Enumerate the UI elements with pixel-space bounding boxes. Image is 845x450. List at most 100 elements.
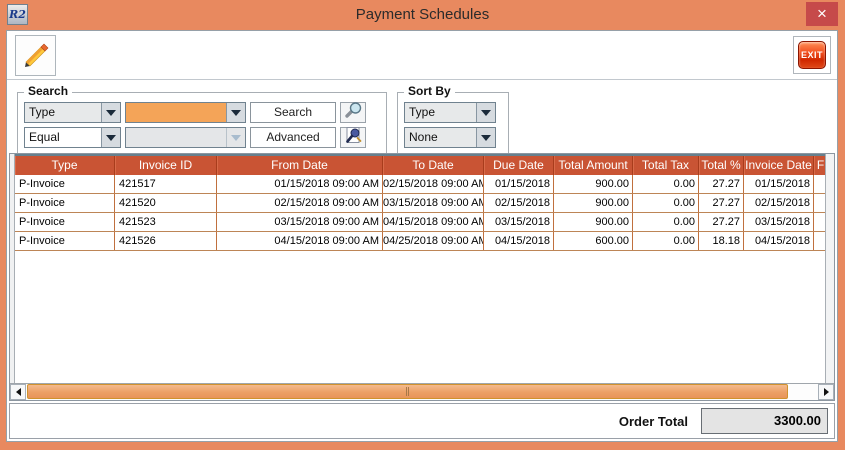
- document-magnifier-icon: [343, 126, 363, 149]
- exit-icon: EXIT: [798, 41, 826, 69]
- table-cell: P-Invoice: [15, 175, 115, 193]
- payment-schedule-table: Type Invoice ID From Date To Date Due Date To…: [9, 153, 835, 401]
- table-row[interactable]: P-Invoice 421526 04/15/2018 09:00 AM 04/25/…: [15, 232, 825, 251]
- table-cell: 04/15/2018: [744, 232, 814, 250]
- order-total-field: 3300.00: [701, 408, 828, 434]
- column-header[interactable]: F: [814, 156, 825, 175]
- chevron-down-icon: [226, 128, 245, 147]
- column-header[interactable]: Invoice ID: [115, 156, 217, 175]
- table-cell: 900.00: [554, 213, 633, 231]
- sort-primary-value: Type: [405, 103, 476, 122]
- table-cell: 0.00: [633, 213, 699, 231]
- table-cell: 02/15/2018 09:00 AM: [383, 175, 484, 193]
- close-button[interactable]: ×: [806, 2, 838, 26]
- search-value-combo[interactable]: [125, 102, 246, 123]
- search-operator-combo[interactable]: Equal: [24, 127, 121, 148]
- column-header[interactable]: Invoice Date: [744, 156, 814, 175]
- table-cell: 04/15/2018: [484, 232, 554, 250]
- advanced-button[interactable]: Advanced: [250, 127, 336, 148]
- sort-row-1: Type: [404, 102, 496, 123]
- column-header[interactable]: From Date: [217, 156, 383, 175]
- column-header[interactable]: To Date: [383, 156, 484, 175]
- scrollbar-grip-icon: [406, 387, 409, 396]
- table-cell: 421517: [115, 175, 217, 193]
- exit-button[interactable]: EXIT: [793, 36, 831, 74]
- column-header[interactable]: Total %: [699, 156, 744, 175]
- chevron-down-icon[interactable]: [476, 103, 495, 122]
- search-value: [126, 103, 226, 122]
- table-row[interactable]: P-Invoice 421523 03/15/2018 09:00 AM 04/15/…: [15, 213, 825, 232]
- triangle-right-icon: [823, 388, 829, 396]
- window-title: Payment Schedules: [355, 6, 490, 23]
- vertical-scrollbar[interactable]: [825, 154, 834, 383]
- scroll-right-button[interactable]: [818, 384, 834, 400]
- table-cell: 02/15/2018 09:00 AM: [217, 194, 383, 212]
- triangle-left-icon: [15, 388, 21, 396]
- table-cell: 03/15/2018 09:00 AM: [217, 213, 383, 231]
- table-cell: 03/15/2018: [744, 213, 814, 231]
- table-cell: [814, 194, 825, 212]
- table-main: Type Invoice ID From Date To Date Due Date To…: [10, 154, 834, 383]
- table-cell: 900.00: [554, 194, 633, 212]
- table-cell: 900.00: [554, 175, 633, 193]
- chevron-down-icon[interactable]: [101, 103, 120, 122]
- table-cell: 27.27: [699, 194, 744, 212]
- chevron-down-icon[interactable]: [476, 128, 495, 147]
- column-header[interactable]: Total Tax: [633, 156, 699, 175]
- pencil-icon: [16, 40, 55, 71]
- chevron-down-icon[interactable]: [226, 103, 245, 122]
- column-header[interactable]: Due Date: [484, 156, 554, 175]
- table-cell: 18.18: [699, 232, 744, 250]
- search-value2: [126, 128, 226, 147]
- search-field-value: Type: [25, 103, 101, 122]
- table-cell: 421523: [115, 213, 217, 231]
- edit-button[interactable]: [15, 35, 56, 76]
- search-button[interactable]: Search: [250, 102, 336, 123]
- table-cell: P-Invoice: [15, 194, 115, 212]
- table-grid: Type Invoice ID From Date To Date Due Date To…: [15, 154, 825, 383]
- table-cell: 02/15/2018: [484, 194, 554, 212]
- table-cell: 01/15/2018: [484, 175, 554, 193]
- table-cell: 0.00: [633, 175, 699, 193]
- sort-group: Sort By Type None: [397, 84, 509, 154]
- scroll-left-button[interactable]: [10, 384, 26, 400]
- titlebar: R2 Payment Schedules ×: [0, 0, 845, 30]
- table-cell: 01/15/2018: [744, 175, 814, 193]
- search-group: Search Type Search: [17, 84, 387, 154]
- toolbar: EXIT: [7, 31, 837, 80]
- table-cell: P-Invoice: [15, 213, 115, 231]
- column-header[interactable]: Type: [15, 156, 115, 175]
- sort-row-2: None: [404, 127, 496, 148]
- table-cell: 04/15/2018 09:00 AM: [217, 232, 383, 250]
- dialog-content: EXIT Search Type Search: [6, 30, 838, 442]
- order-total-label: Order Total: [618, 413, 688, 429]
- table-cell: 04/25/2018 09:00 AM: [383, 232, 484, 250]
- table-cell: 03/15/2018: [484, 213, 554, 231]
- table-cell: 03/15/2018 09:00 AM: [383, 194, 484, 212]
- sort-group-label: Sort By: [404, 84, 455, 98]
- column-header[interactable]: Total Amount: [554, 156, 633, 175]
- search-group-label: Search: [24, 84, 73, 98]
- table-cell: 0.00: [633, 232, 699, 250]
- footer-panel: Order Total 3300.00: [9, 403, 835, 439]
- scrollbar-track[interactable]: [26, 384, 818, 400]
- table-cell: 02/15/2018: [744, 194, 814, 212]
- search-field-combo[interactable]: Type: [24, 102, 121, 123]
- table-body: P-Invoice 421517 01/15/2018 09:00 AM 02/15/…: [15, 175, 825, 251]
- chevron-down-icon[interactable]: [101, 128, 120, 147]
- scrollbar-thumb[interactable]: [27, 384, 788, 399]
- table-cell: 421526: [115, 232, 217, 250]
- sort-primary-combo[interactable]: Type: [404, 102, 496, 123]
- table-row[interactable]: P-Invoice 421520 02/15/2018 09:00 AM 03/15/…: [15, 194, 825, 213]
- find-button[interactable]: [340, 102, 366, 123]
- table-cell: [814, 213, 825, 231]
- sort-secondary-combo[interactable]: None: [404, 127, 496, 148]
- table-cell: 27.27: [699, 213, 744, 231]
- search-value2-combo: [125, 127, 246, 148]
- table-cell: [814, 175, 825, 193]
- horizontal-scrollbar[interactable]: [10, 383, 834, 400]
- table-row[interactable]: P-Invoice 421517 01/15/2018 09:00 AM 02/15/…: [15, 175, 825, 194]
- advanced-find-button[interactable]: [340, 127, 366, 148]
- search-row-1: Type Search: [24, 102, 366, 123]
